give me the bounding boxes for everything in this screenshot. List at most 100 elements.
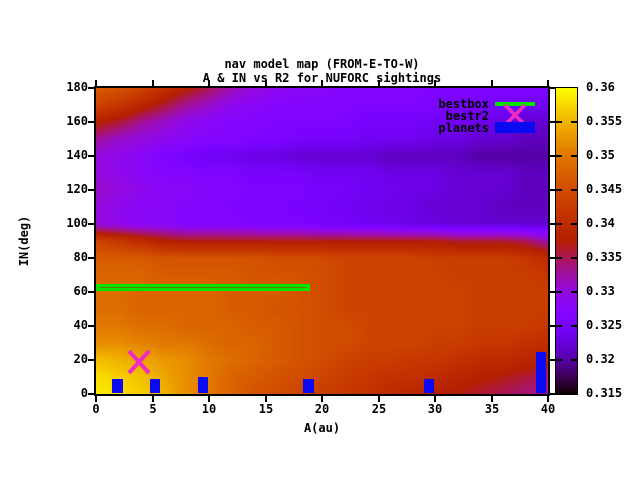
y-axis-tick bbox=[88, 87, 94, 89]
colorbar-tick bbox=[556, 325, 562, 327]
colorbar-tick bbox=[556, 257, 562, 259]
y-axis-tick bbox=[88, 325, 94, 327]
x-axis-top-tick bbox=[491, 80, 493, 86]
x-tick-label: 0 bbox=[92, 402, 100, 416]
colorbar-tick bbox=[556, 189, 562, 191]
heatmap-canvas bbox=[96, 88, 548, 394]
x-tick-label: 30 bbox=[427, 402, 443, 416]
x-axis-tick bbox=[547, 396, 549, 402]
x-tick-label: 35 bbox=[484, 402, 500, 416]
x-tick-label: 20 bbox=[314, 402, 330, 416]
y-axis-tick bbox=[88, 155, 94, 157]
colorbar-tick bbox=[556, 223, 562, 225]
y-axis-right-tick bbox=[550, 325, 556, 327]
colorbar-tick-label: 0.35 bbox=[586, 148, 615, 162]
y-axis-right-tick bbox=[550, 155, 556, 157]
colorbar-tick bbox=[556, 291, 562, 293]
y-tick-label: 140 bbox=[66, 148, 88, 162]
colorbar-tick bbox=[571, 121, 577, 123]
y-axis-tick bbox=[88, 189, 94, 191]
x-tick-label: 10 bbox=[201, 402, 217, 416]
x-tick-label: 15 bbox=[258, 402, 274, 416]
colorbar-tick-label: 0.315 bbox=[586, 386, 623, 400]
legend-label-bestbox: bestbox bbox=[438, 96, 489, 111]
colorbar-tick-label: 0.32 bbox=[586, 352, 615, 366]
x-axis-tick bbox=[321, 396, 323, 402]
colorbar-tick-label: 0.33 bbox=[586, 284, 615, 298]
legend-sample-box-icon bbox=[495, 121, 535, 134]
x-axis-tick bbox=[491, 396, 493, 402]
colorbar-tick bbox=[571, 359, 577, 361]
y-axis-tick bbox=[88, 393, 94, 395]
y-axis-right-tick bbox=[550, 359, 556, 361]
chart-subtitle: A & IN vs R2 for NUFORC sightings bbox=[202, 71, 442, 85]
chart-title: nav model map (FROM-E-TO-W) bbox=[224, 57, 420, 71]
planet-bar bbox=[150, 379, 160, 393]
legend-sample-line-icon bbox=[495, 97, 535, 110]
legend-sample-cross-icon bbox=[495, 103, 535, 127]
colorbar-tick bbox=[571, 223, 577, 225]
x-axis-top-tick bbox=[547, 80, 549, 86]
x-axis-top-tick bbox=[152, 80, 154, 86]
colorbar-tick bbox=[556, 155, 562, 157]
colorbar-tick bbox=[571, 325, 577, 327]
y-tick-label: 40 bbox=[73, 318, 88, 332]
y-axis-right-tick bbox=[550, 257, 556, 259]
x-axis-tick bbox=[265, 396, 267, 402]
y-axis-right-tick bbox=[550, 121, 556, 123]
x-axis-top-tick bbox=[208, 80, 210, 86]
planet-bar bbox=[198, 377, 208, 393]
y-axis-tick bbox=[88, 359, 94, 361]
bestr2-cross-marker bbox=[127, 349, 151, 375]
y-axis-label: IN(deg) bbox=[17, 215, 31, 267]
x-axis-tick bbox=[208, 396, 210, 402]
x-axis-tick bbox=[434, 396, 436, 402]
colorbar-tick bbox=[571, 291, 577, 293]
colorbar-tick bbox=[571, 189, 577, 191]
legend-label-bestr2: bestr2 bbox=[445, 108, 489, 123]
planet-bar bbox=[424, 379, 434, 393]
x-axis-top-tick bbox=[434, 80, 436, 86]
x-axis-tick bbox=[95, 396, 97, 402]
y-axis-tick bbox=[88, 223, 94, 225]
y-tick-label: 160 bbox=[66, 114, 88, 128]
planet-bar bbox=[112, 379, 123, 393]
planet-bar bbox=[536, 352, 546, 393]
colorbar-tick bbox=[571, 155, 577, 157]
planet-bar bbox=[303, 379, 314, 393]
colorbar-tick bbox=[571, 257, 577, 259]
y-tick-label: 80 bbox=[73, 250, 88, 264]
x-tick-label: 5 bbox=[149, 402, 157, 416]
colorbar bbox=[556, 88, 577, 394]
y-tick-label: 100 bbox=[66, 216, 88, 230]
x-axis-top-tick bbox=[378, 80, 380, 86]
legend-entry-bestbox: bestbox bbox=[379, 96, 535, 111]
legend-entry-bestr2: bestr2 bbox=[379, 103, 535, 127]
colorbar-tick-label: 0.355 bbox=[586, 114, 623, 128]
y-tick-label: 120 bbox=[66, 182, 88, 196]
y-axis-tick bbox=[88, 291, 94, 293]
y-tick-label: 20 bbox=[73, 352, 88, 366]
x-tick-label: 40 bbox=[540, 402, 556, 416]
y-tick-label: 180 bbox=[66, 80, 88, 94]
x-axis-tick bbox=[378, 396, 380, 402]
x-axis-label: A(au) bbox=[303, 421, 341, 435]
colorbar-tick-label: 0.325 bbox=[586, 318, 623, 332]
legend-label-planets: planets bbox=[438, 120, 489, 135]
legend-entry-planets: planets bbox=[379, 120, 535, 135]
colorbar-tick bbox=[556, 359, 562, 361]
x-axis-tick bbox=[152, 396, 154, 402]
y-axis-tick bbox=[88, 121, 94, 123]
x-axis-top-tick bbox=[95, 80, 97, 86]
x-axis-top-tick bbox=[265, 80, 267, 86]
x-tick-label: 25 bbox=[371, 402, 387, 416]
y-axis-right-tick bbox=[550, 223, 556, 225]
y-tick-label: 0 bbox=[80, 386, 88, 400]
colorbar-tick-label: 0.335 bbox=[586, 250, 623, 264]
y-axis-right-tick bbox=[550, 189, 556, 191]
y-axis-tick bbox=[88, 257, 94, 259]
x-axis-top-tick bbox=[321, 80, 323, 86]
colorbar-tick bbox=[556, 121, 562, 123]
colorbar-tick-label: 0.34 bbox=[586, 216, 615, 230]
